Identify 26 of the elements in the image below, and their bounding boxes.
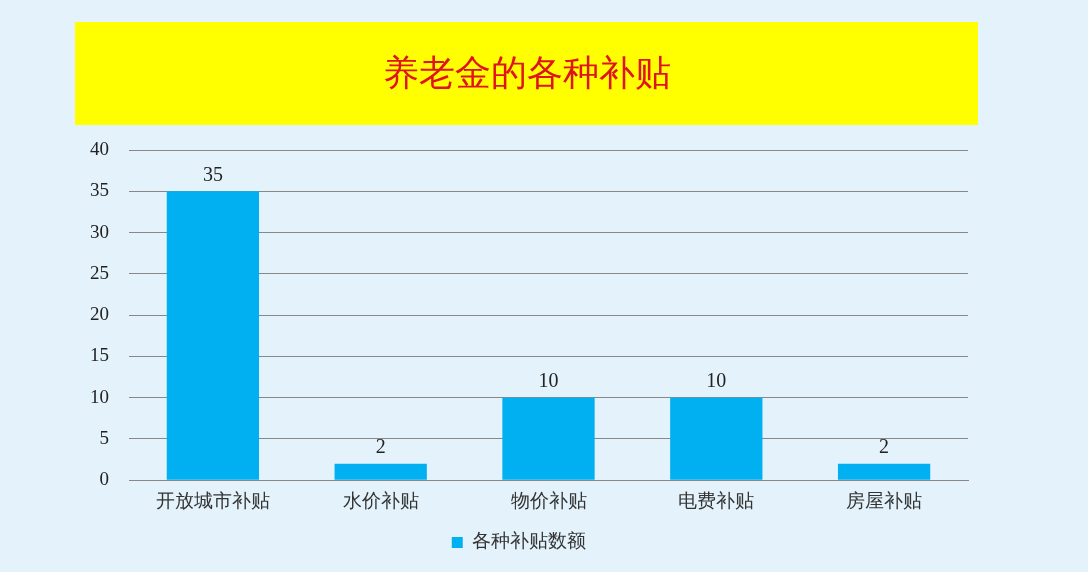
x-tick-label: 水价补贴 — [342, 488, 419, 511]
data-label: 2 — [879, 434, 890, 457]
y-tick-label: 30 — [90, 220, 109, 242]
bar — [502, 397, 595, 480]
x-tick-label: 开放城市补贴 — [155, 488, 270, 511]
y-tick-label: 10 — [90, 385, 109, 407]
bar — [166, 191, 260, 480]
data-label: 10 — [706, 368, 727, 391]
x-tick-label: 电费补贴 — [678, 488, 755, 511]
y-tick-label: 5 — [99, 426, 109, 448]
y-tick-label: 35 — [90, 179, 109, 201]
bar — [670, 397, 763, 480]
bar — [837, 463, 931, 480]
data-label: 35 — [202, 162, 223, 185]
y-tick-label: 40 — [90, 137, 109, 159]
chart-title: 养老金的各种补贴 — [75, 22, 978, 125]
legend-label: 各种补贴数额 — [472, 529, 587, 552]
bar — [334, 463, 427, 480]
y-tick-label: 0 — [99, 468, 109, 490]
y-tick-label: 15 — [90, 344, 109, 366]
y-tick-label: 25 — [90, 261, 109, 283]
data-label: 2 — [375, 434, 386, 457]
data-label: 10 — [538, 368, 559, 391]
x-tick-label: 房屋补贴 — [846, 488, 923, 511]
y-tick-label: 20 — [90, 303, 109, 325]
x-tick-label: 物价补贴 — [510, 488, 587, 511]
